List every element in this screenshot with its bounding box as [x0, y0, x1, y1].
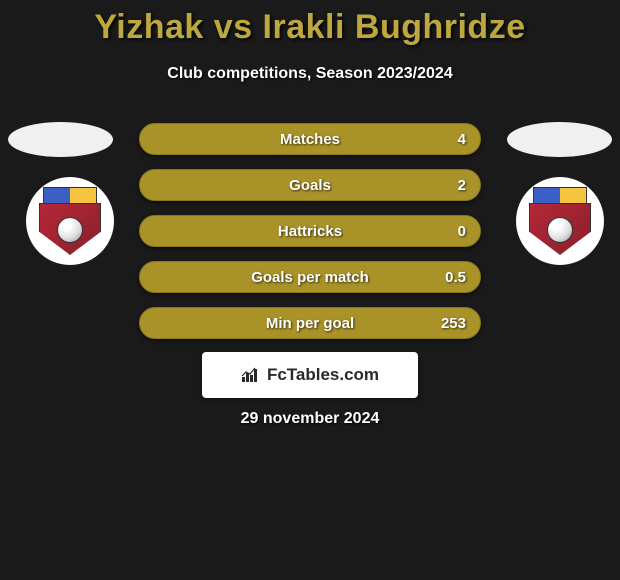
stat-row-matches: Matches 4 [139, 123, 481, 155]
stat-value: 4 [458, 131, 466, 148]
club-badge-left [26, 177, 114, 265]
stat-label: Goals [289, 177, 331, 194]
club-badge-right-inner [525, 183, 595, 259]
stats-container: Matches 4 Goals 2 Hattricks 0 Goals per … [139, 123, 481, 353]
stat-value: 0.5 [445, 269, 466, 286]
stat-row-hattricks: Hattricks 0 [139, 215, 481, 247]
player-right-avatar [507, 122, 612, 157]
stat-row-goals: Goals 2 [139, 169, 481, 201]
brand-text: FcTables.com [267, 365, 379, 385]
stat-row-goals-per-match: Goals per match 0.5 [139, 261, 481, 293]
date-text: 29 november 2024 [0, 410, 620, 428]
player-left-avatar [8, 122, 113, 157]
stat-label: Min per goal [266, 315, 354, 332]
season-subtitle: Club competitions, Season 2023/2024 [0, 65, 620, 83]
stat-row-min-per-goal: Min per goal 253 [139, 307, 481, 339]
badge-right-ball-icon [547, 217, 573, 243]
bar-chart-icon [241, 367, 261, 383]
comparison-title: Yizhak vs Irakli Bughridze [0, 0, 620, 47]
stat-value: 0 [458, 223, 466, 240]
club-badge-left-inner [35, 183, 105, 259]
stat-label: Matches [280, 131, 340, 148]
stat-value: 253 [441, 315, 466, 332]
stat-value: 2 [458, 177, 466, 194]
brand-box[interactable]: FcTables.com [202, 352, 418, 398]
badge-left-ball-icon [57, 217, 83, 243]
stat-label: Goals per match [251, 269, 369, 286]
stat-label: Hattricks [278, 223, 342, 240]
club-badge-right [516, 177, 604, 265]
